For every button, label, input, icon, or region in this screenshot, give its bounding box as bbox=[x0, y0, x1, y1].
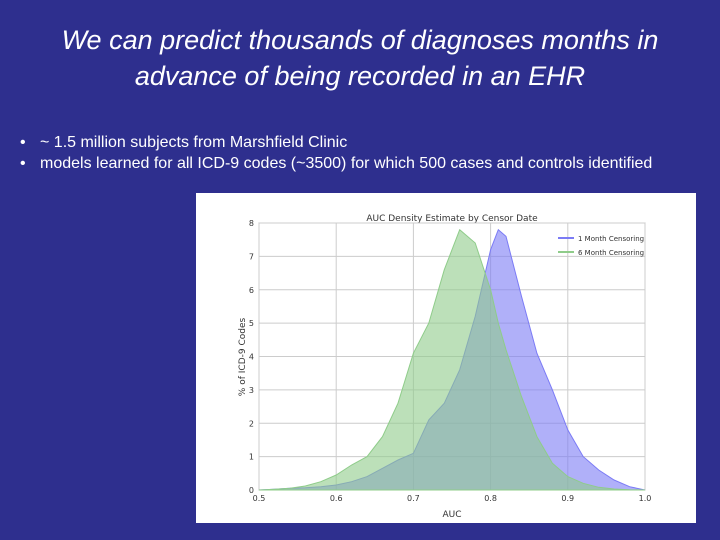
y-tick-label: 8 bbox=[249, 219, 254, 228]
x-tick-label: 1.0 bbox=[639, 494, 652, 503]
x-tick-label: 0.6 bbox=[330, 494, 343, 503]
area-series-2 bbox=[258, 228, 646, 491]
y-axis-label: % of ICD-9 Codes bbox=[238, 318, 248, 397]
y-tick-label: 0 bbox=[249, 486, 254, 495]
bullet-item: • ~ 1.5 million subjects from Marshfield… bbox=[20, 132, 660, 153]
bullet-list: • ~ 1.5 million subjects from Marshfield… bbox=[20, 132, 660, 174]
y-tick-label: 3 bbox=[249, 386, 254, 395]
slide-title: We can predict thousands of diagnoses mo… bbox=[0, 22, 720, 94]
chart-areas bbox=[258, 228, 646, 491]
y-tick-label: 4 bbox=[249, 353, 254, 362]
y-tick-label: 7 bbox=[249, 252, 254, 261]
bullet-dot-icon: • bbox=[20, 134, 26, 151]
y-tick-label: 5 bbox=[249, 319, 254, 328]
y-tick-label: 1 bbox=[249, 453, 254, 462]
chart-panel: AUC Density Estimate by Censor Date 0.5 0… bbox=[196, 193, 696, 523]
y-tick-label: 6 bbox=[249, 286, 254, 295]
bullet-dot-icon: • bbox=[20, 155, 26, 172]
x-axis-label: AUC bbox=[442, 510, 461, 520]
y-axis-ticks: 0 1 2 3 4 5 6 7 8 bbox=[249, 219, 254, 495]
x-tick-label: 0.7 bbox=[407, 494, 420, 503]
x-tick-label: 0.9 bbox=[561, 494, 574, 503]
x-tick-label: 0.8 bbox=[484, 494, 497, 503]
bullet-text: models learned for all ICD-9 codes (~350… bbox=[40, 155, 653, 172]
legend-label-2: 6 Month Censoring bbox=[578, 249, 644, 257]
chart-title: AUC Density Estimate by Censor Date bbox=[366, 214, 538, 224]
bullet-item: • models learned for all ICD-9 codes (~3… bbox=[20, 153, 660, 174]
legend-label-1: 1 Month Censoring bbox=[578, 235, 644, 243]
bullet-text: ~ 1.5 million subjects from Marshfield C… bbox=[40, 134, 348, 151]
slide-title-line-2: advance of being recorded in an EHR bbox=[134, 61, 586, 91]
chart-legend: 1 Month Censoring 6 Month Censoring bbox=[558, 235, 644, 257]
x-axis-ticks: 0.5 0.6 0.7 0.8 0.9 1.0 bbox=[253, 494, 652, 503]
y-tick-label: 2 bbox=[249, 419, 254, 428]
slide-title-line-1: We can predict thousands of diagnoses mo… bbox=[61, 25, 659, 55]
x-tick-label: 0.5 bbox=[253, 494, 266, 503]
density-chart: AUC Density Estimate by Censor Date 0.5 0… bbox=[238, 214, 652, 520]
